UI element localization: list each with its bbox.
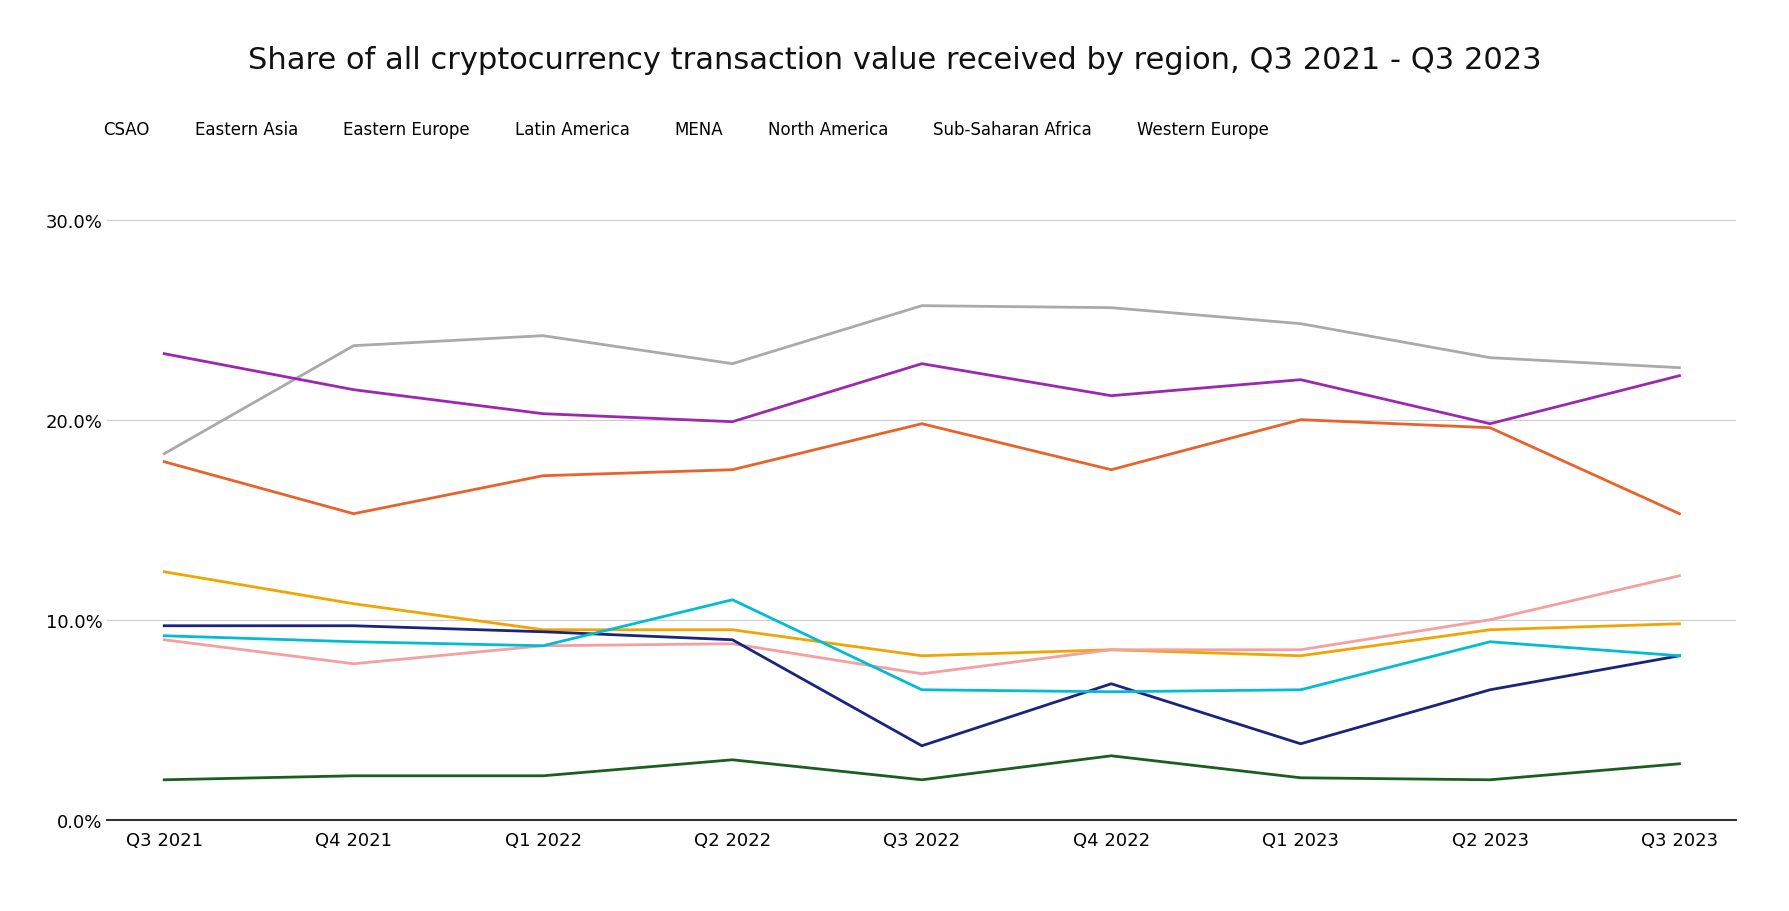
Latin America (721, 635, 742, 646)
CSAO (721, 465, 742, 476)
Legend: CSAO, Eastern Asia, Eastern Europe, Latin America, MENA, North America, Sub-Saha: CSAO, Eastern Asia, Eastern Europe, Lati… (72, 114, 1276, 145)
MENA (1478, 637, 1499, 648)
Western Europe (343, 384, 365, 395)
Latin America (1100, 679, 1122, 690)
North America (1290, 319, 1311, 330)
Latin America (911, 741, 932, 752)
CSAO (1100, 465, 1122, 476)
North America (1478, 353, 1499, 363)
Eastern Europe (531, 640, 553, 651)
Eastern Asia (343, 599, 365, 609)
Western Europe (721, 416, 742, 427)
CSAO (1290, 415, 1311, 425)
Western Europe (1478, 419, 1499, 430)
Eastern Asia (1478, 625, 1499, 636)
Line: CSAO: CSAO (165, 420, 1678, 514)
Sub-Saharan Africa (154, 774, 175, 785)
Sub-Saharan Africa (1290, 773, 1311, 783)
Eastern Asia (721, 625, 742, 636)
Latin America (343, 620, 365, 631)
Sub-Saharan Africa (531, 771, 553, 782)
Eastern Europe (343, 659, 365, 670)
Eastern Asia (1100, 645, 1122, 656)
Line: Western Europe: Western Europe (165, 354, 1678, 425)
Latin America (154, 620, 175, 631)
Western Europe (154, 349, 175, 360)
Eastern Europe (154, 635, 175, 646)
MENA (721, 595, 742, 606)
CSAO (1478, 423, 1499, 434)
Western Europe (1290, 374, 1311, 385)
Eastern Asia (1667, 619, 1689, 630)
CSAO (1667, 508, 1689, 519)
CSAO (531, 471, 553, 482)
MENA (154, 630, 175, 641)
Line: Eastern Europe: Eastern Europe (165, 576, 1678, 674)
CSAO (343, 508, 365, 519)
Line: MENA: MENA (165, 600, 1678, 692)
Latin America (1290, 739, 1311, 750)
Latin America (531, 627, 553, 638)
Eastern Europe (911, 669, 932, 680)
North America (1100, 302, 1122, 313)
MENA (343, 637, 365, 648)
Sub-Saharan Africa (721, 754, 742, 765)
MENA (1100, 687, 1122, 698)
North America (911, 301, 932, 312)
Eastern Asia (531, 625, 553, 636)
MENA (1290, 684, 1311, 695)
Eastern Asia (911, 650, 932, 661)
Line: Sub-Saharan Africa: Sub-Saharan Africa (165, 756, 1678, 780)
MENA (531, 640, 553, 651)
North America (721, 359, 742, 370)
MENA (1667, 650, 1689, 661)
Sub-Saharan Africa (911, 774, 932, 785)
North America (154, 449, 175, 460)
North America (1667, 363, 1689, 374)
Eastern Europe (1478, 615, 1499, 626)
CSAO (154, 456, 175, 467)
Latin America (1478, 684, 1499, 695)
Western Europe (1667, 371, 1689, 382)
Sub-Saharan Africa (1478, 774, 1499, 785)
Line: Latin America: Latin America (165, 626, 1678, 746)
Eastern Asia (154, 567, 175, 578)
Western Europe (531, 409, 553, 420)
Eastern Europe (721, 639, 742, 650)
Eastern Europe (1100, 645, 1122, 656)
CSAO (911, 419, 932, 430)
Eastern Europe (1667, 570, 1689, 581)
Eastern Europe (1290, 645, 1311, 656)
Sub-Saharan Africa (343, 771, 365, 782)
Eastern Asia (1290, 650, 1311, 661)
North America (343, 341, 365, 352)
MENA (911, 684, 932, 695)
Text: Share of all cryptocurrency transaction value received by region, Q3 2021 - Q3 2: Share of all cryptocurrency transaction … (249, 46, 1540, 75)
Sub-Saharan Africa (1667, 759, 1689, 770)
Line: North America: North America (165, 306, 1678, 455)
Latin America (1667, 650, 1689, 661)
Western Europe (1100, 391, 1122, 402)
North America (531, 331, 553, 342)
Line: Eastern Asia: Eastern Asia (165, 572, 1678, 656)
Sub-Saharan Africa (1100, 751, 1122, 762)
Western Europe (911, 359, 932, 370)
